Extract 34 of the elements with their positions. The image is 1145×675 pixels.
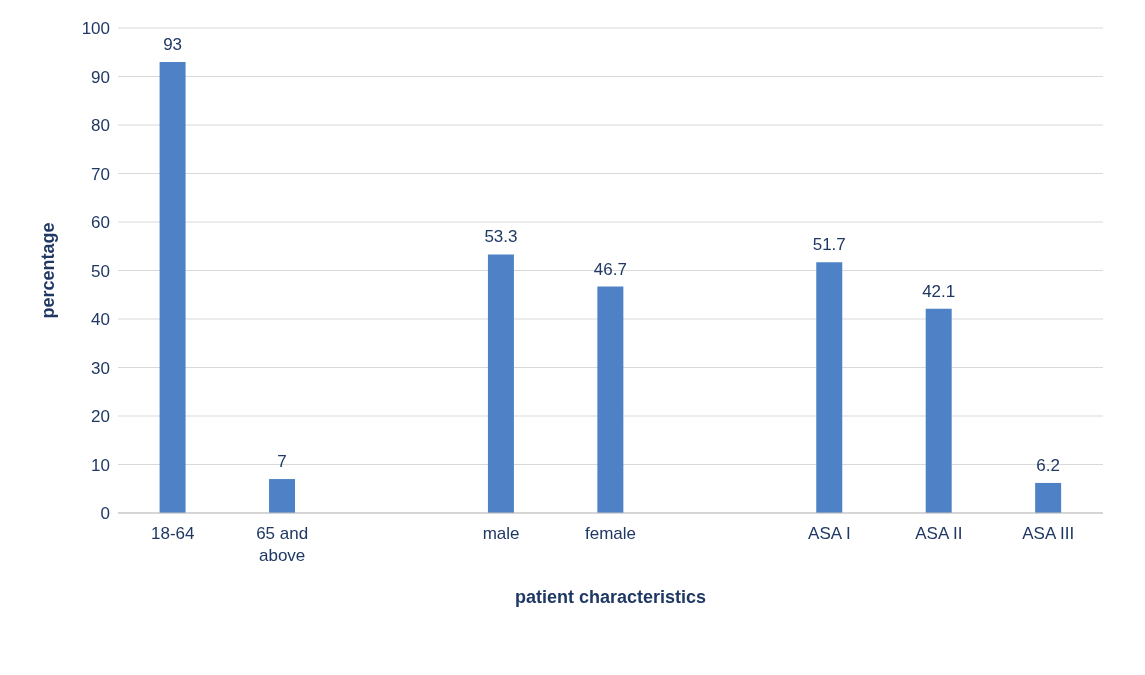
data-label: 93	[163, 34, 183, 54]
data-label: 6.2	[1036, 455, 1060, 475]
y-tick-label: 90	[91, 67, 110, 87]
x-tick-label: ASA III	[1022, 524, 1075, 543]
bar	[816, 262, 843, 513]
data-label: 46.7	[593, 259, 627, 279]
x-tick-label: ASA II	[915, 524, 963, 543]
y-tick-label: 100	[81, 19, 110, 39]
bar	[1035, 482, 1062, 513]
x-tick-label: female	[584, 524, 637, 543]
data-label: 53.3	[484, 227, 518, 247]
x-tick-label: 65 and above	[256, 524, 309, 565]
x-tick-label: male	[482, 524, 520, 543]
bar	[597, 286, 624, 513]
bar	[159, 61, 186, 513]
y-tick-label: 10	[91, 455, 110, 475]
y-axis-title: percentage	[38, 222, 59, 319]
y-tick-label: 0	[100, 504, 110, 524]
y-tick-label: 70	[91, 164, 110, 184]
y-tick-label: 20	[91, 407, 110, 427]
data-label: 51.7	[812, 235, 846, 255]
y-tick-label: 50	[91, 261, 110, 281]
y-tick-label: 40	[91, 310, 110, 330]
bar	[269, 479, 296, 513]
y-tick-label: 60	[91, 213, 110, 233]
x-axis-title: patient characteristics	[514, 587, 707, 607]
x-tick-label: 18-64	[150, 524, 195, 543]
y-tick-label: 30	[91, 358, 110, 378]
bar	[925, 308, 952, 513]
data-label: 42.1	[922, 281, 956, 301]
data-label: 7	[277, 452, 287, 472]
y-tick-label: 80	[91, 116, 110, 136]
x-tick-label: ASA I	[808, 524, 851, 543]
bar	[487, 254, 514, 513]
